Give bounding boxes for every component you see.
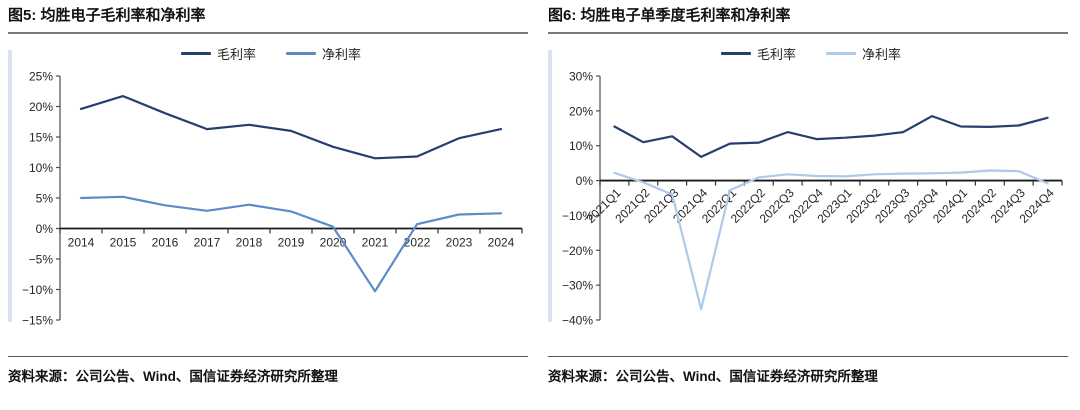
chart-legend: 毛利率 净利率: [14, 44, 528, 62]
legend-item-net-margin: 净利率: [826, 44, 901, 63]
svg-text:−30%: −30%: [562, 279, 593, 293]
svg-text:20%: 20%: [29, 100, 53, 114]
svg-text:−10%: −10%: [562, 209, 593, 223]
svg-text:2024: 2024: [488, 236, 515, 250]
title-divider: [8, 32, 528, 35]
svg-text:−10%: −10%: [22, 283, 53, 297]
source-note: 资料来源：公司公告、Wind、国信证券经济研究所整理: [548, 369, 878, 385]
legend-label: 毛利率: [756, 46, 796, 62]
svg-text:0%: 0%: [36, 222, 54, 236]
svg-text:5%: 5%: [36, 192, 54, 206]
figure-panel-5: 图5: 均胜电子毛利率和净利率 毛利率 净利率 −15% −10% −5% 0% 5% 1…: [8, 6, 528, 385]
annual-margin-line-chart: −15% −10% −5% 0% 5% 10% 15% 20% 25% 2014 2015 2016 2…: [22, 70, 523, 328]
svg-text:0%: 0%: [576, 174, 594, 188]
svg-text:10%: 10%: [29, 161, 53, 175]
svg-text:2023: 2023: [446, 236, 473, 250]
svg-text:30%: 30%: [569, 70, 593, 84]
svg-text:−40%: −40%: [562, 314, 593, 328]
svg-text:2018: 2018: [236, 236, 263, 250]
legend-label: 净利率: [322, 46, 362, 62]
net-margin-line-swatch: [826, 51, 856, 55]
svg-text:2019: 2019: [278, 236, 305, 250]
svg-text:20%: 20%: [569, 105, 593, 119]
svg-text:−20%: −20%: [562, 244, 593, 258]
left-accent-bar: [548, 50, 552, 323]
svg-text:2017: 2017: [194, 236, 221, 250]
figure-area: 毛利率 净利率 −15% −10% −5% 0% 5% 10% 15% 20% 25% 2014 2…: [8, 44, 528, 332]
figure-panel-6: 图6: 均胜电子单季度毛利率和净利率 毛利率 净利率 −40% −30% −20% −…: [548, 6, 1068, 385]
source-divider: [8, 356, 528, 358]
figure-title: 图6: 均胜电子单季度毛利率和净利率: [548, 7, 791, 24]
net-margin-line-swatch: [286, 51, 316, 55]
quarterly-margin-line-chart: −40%−30%−20%−10%0%10%20%30%2021Q12021Q22…: [562, 70, 1063, 328]
chart-legend: 毛利率 净利率: [554, 44, 1068, 62]
legend-item-net-margin: 净利率: [286, 44, 361, 63]
source-note: 资料来源：公司公告、Wind、国信证券经济研究所整理: [8, 369, 338, 385]
legend-label: 毛利率: [216, 46, 256, 62]
source-divider: [548, 356, 1068, 358]
left-accent-bar: [8, 50, 12, 323]
svg-text:2014: 2014: [68, 236, 95, 250]
legend-item-gross-margin: 毛利率: [180, 44, 256, 63]
title-divider: [548, 32, 1068, 35]
svg-text:−15%: −15%: [22, 314, 53, 328]
svg-text:25%: 25%: [29, 70, 53, 84]
svg-text:10%: 10%: [569, 139, 593, 153]
figure-area: 毛利率 净利率 −40% −30% −20% −10% 0% 10% 20% 30% 2021Q…: [548, 44, 1068, 332]
figure-title: 图5: 均胜电子毛利率和净利率: [8, 7, 206, 24]
svg-text:2021: 2021: [362, 236, 389, 250]
svg-text:15%: 15%: [29, 131, 53, 145]
svg-text:2022: 2022: [404, 236, 431, 250]
svg-text:−5%: −5%: [29, 253, 54, 267]
gross-margin-line-swatch: [180, 51, 211, 55]
gross-margin-line-swatch: [720, 51, 751, 55]
legend-label: 净利率: [862, 46, 902, 62]
svg-text:2015: 2015: [110, 236, 137, 250]
svg-text:2016: 2016: [152, 236, 179, 250]
legend-item-gross-margin: 毛利率: [720, 44, 796, 63]
